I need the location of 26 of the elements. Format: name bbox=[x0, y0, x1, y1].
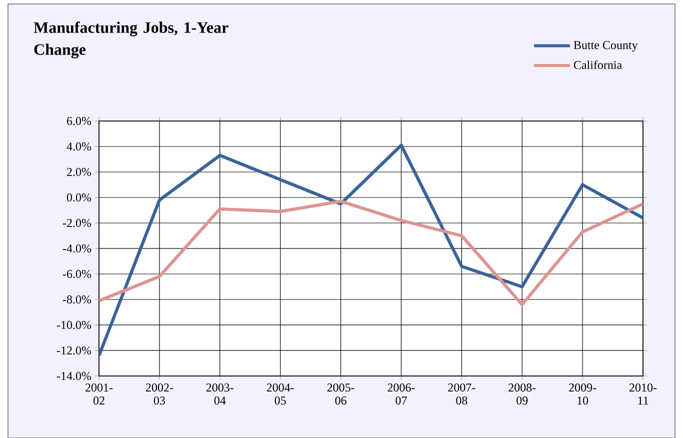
x-tick-label: 2001-02 bbox=[86, 383, 113, 404]
y-tick-label: -14.0% bbox=[56, 372, 92, 380]
y-tick-label: -8.0% bbox=[62, 295, 92, 304]
line-series bbox=[99, 199, 643, 306]
x-tick-label: 2002-03 bbox=[146, 383, 174, 404]
y-tick-label: -4.0% bbox=[62, 244, 92, 252]
legend-label: California bbox=[574, 60, 622, 69]
y-tick-label: -10.0% bbox=[56, 320, 92, 329]
x-tick-label: 2005-06 bbox=[327, 383, 354, 404]
y-tick-label: 0.0% bbox=[66, 193, 92, 202]
y-tick-label: -6.0% bbox=[62, 270, 92, 278]
line-series bbox=[99, 143, 643, 357]
chart-title: Manufacturing Jobs, 1-Year Change bbox=[34, 21, 228, 58]
y-tick-label: 4.0% bbox=[66, 142, 92, 150]
y-tick-label: 6.0% bbox=[66, 116, 92, 125]
y-tick-label: -12.0% bbox=[56, 346, 92, 354]
x-tick-label: 2006-07 bbox=[388, 383, 415, 404]
y-tick-label: 2.0% bbox=[67, 168, 92, 176]
legend-label: Butte County bbox=[574, 40, 638, 52]
y-tick-label: -2.0% bbox=[62, 218, 92, 227]
x-tick-label: 2010-11 bbox=[630, 383, 657, 404]
x-tick-label: 2008-09 bbox=[508, 383, 536, 404]
x-tick-label: 2009-10 bbox=[569, 383, 596, 404]
x-tick-label: 2004-05 bbox=[266, 383, 294, 404]
x-tick-label: 2007-08 bbox=[448, 383, 476, 404]
x-tick-label: 2003-04 bbox=[206, 383, 234, 404]
